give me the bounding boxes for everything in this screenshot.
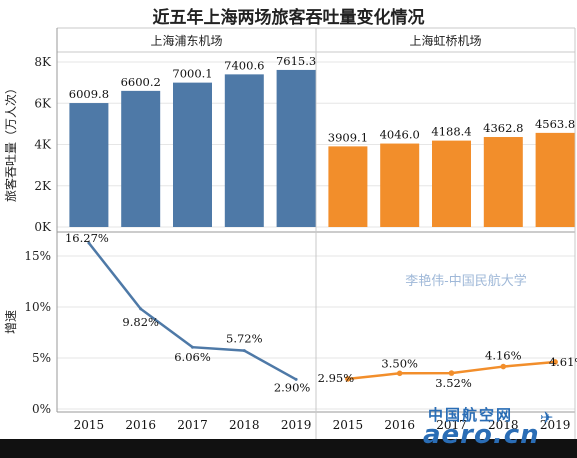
y-tick-label: 0% [32,402,51,416]
chart-title: 近五年上海两场旅客吞吐量变化情况 [152,8,425,28]
x-tick-label: 2015 [333,418,364,432]
line-value-label: 4.61% [549,355,577,369]
series-point [500,363,507,370]
x-tick-label: 2017 [177,418,208,432]
y-tick-label: 15% [24,249,51,263]
x-tick-label: 2016 [125,418,156,432]
line-value-label: 4.16% [485,349,522,363]
bar [535,132,575,227]
line-value-label: 9.82% [122,315,159,329]
panel-header: 上海虹桥机场 [409,33,481,48]
panel-header: 上海浦东机场 [150,33,222,48]
plane-icon: ✈ [540,408,554,427]
x-tick-label: 2017 [436,418,467,432]
bar [69,103,109,227]
line-value-label: 3.50% [381,356,418,370]
series-point [294,377,298,381]
series-point [448,370,455,376]
bar-value-label: 4563.8 [535,117,575,131]
x-tick-label: 2015 [74,418,105,432]
line-value-label: 16.27% [65,231,109,245]
x-tick-label: 2018 [229,418,260,432]
line-value-label: 2.90% [274,380,311,394]
bar [121,90,161,227]
x-tick-label: 2018 [488,418,519,432]
y-tick-label: 5% [32,351,51,365]
x-tick-label: 2016 [384,418,415,432]
bar-value-label: 4188.4 [431,125,471,139]
x-tick-label: 2019 [540,418,571,432]
series-point [87,241,91,245]
series-point [242,349,246,353]
bar [276,69,316,227]
y-tick-label: 10% [24,300,51,314]
line-value-label: 2.95% [318,371,355,385]
logo-domain: aero.cn [423,420,540,450]
y-axis-title: 增速 [4,310,18,334]
bar-value-label: 4046.0 [380,128,420,142]
series-point [139,307,143,311]
bar-value-label: 6600.2 [121,75,161,89]
bar [224,74,264,227]
bar [432,140,471,227]
watermark-text: 李艳伟-中国民航大学 [405,273,526,289]
bar-value-label: 4362.8 [483,121,523,135]
bar [380,143,420,227]
y-tick-label: 2K [34,179,52,193]
series-point [345,376,351,382]
bottom-bar [0,439,577,458]
line-value-label: 3.52% [435,376,472,390]
bar [328,146,368,227]
series-point [191,345,194,349]
y-tick-label: 6K [34,96,52,110]
y-axis-title: 旅客吞吐量（万人次） [3,82,18,202]
bar-value-label: 3909.1 [328,130,368,144]
line-value-label: 5.72% [226,332,263,346]
series-point [396,370,403,377]
series-point [552,359,558,365]
y-tick-label: 8K [34,55,52,69]
y-tick-label: 0K [34,220,52,234]
bar-value-label: 7400.6 [224,58,264,72]
bar-value-label: 7615.3 [276,54,316,68]
y-tick-label: 4K [34,138,52,152]
bar [173,82,212,227]
bar-value-label: 6009.8 [69,87,109,101]
bar-value-label: 7000.1 [172,67,212,81]
x-tick-label: 2019 [281,418,312,432]
line-value-label: 6.06% [174,350,211,364]
bar [483,137,523,227]
logo-text: 中国航空网 [428,406,514,424]
